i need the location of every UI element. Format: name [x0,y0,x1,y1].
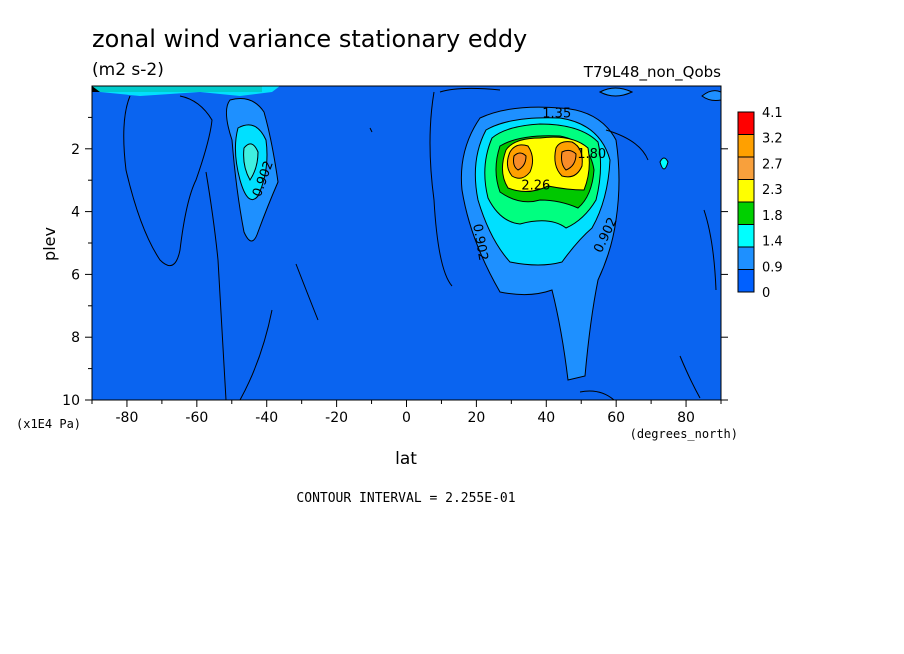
x-tick-label: -20 [325,410,348,426]
sh-contour-inner [243,143,259,181]
colorbar-segment [737,134,755,158]
contour-label: 2.26 [521,179,550,194]
y-axis: 2 4 6 8 10 [62,116,728,409]
top-right-spot2 [701,90,721,101]
contour-interval: CONTOUR INTERVAL = 2.255E-01 [296,491,515,506]
nh-max-west-inner [513,152,527,171]
x-axis-units: (degrees_north) [630,427,738,441]
y-tick-label: 6 [71,267,80,283]
nh-max-east-inner [561,149,577,171]
x-tick-label: 60 [607,410,625,426]
x-tick-label: 0 [402,410,411,426]
contour-label: 0.902 [469,223,490,262]
colorbar-label: 3.2 [762,132,783,147]
y-axis-label: plev [40,227,59,261]
x-tick-label: 80 [677,410,695,426]
colorbar-label: 4.1 [762,106,783,121]
x-tick-label: 20 [467,410,485,426]
colorbar-label: 1.4 [762,235,783,250]
colorbar-segment [737,179,755,203]
plot-area [92,86,721,400]
colorbar-label: 0 [762,286,770,301]
x-tick-label: 40 [537,410,555,426]
colorbar-label: 2.7 [762,157,783,172]
background-contours [123,87,717,400]
colorbar-label: 1.8 [762,209,783,224]
colorbar-segment [737,246,755,270]
colorbar-label: 2.3 [762,183,783,198]
chart-title: zonal wind variance stationary eddy [92,25,527,53]
y-axis-units: (x1E4 Pa) [16,417,81,431]
x-axis-label: lat [395,449,417,469]
y-tick-label: 8 [71,330,80,346]
colorbar-segment [737,201,755,225]
colorbar-segment [737,111,755,135]
x-tick-label: -40 [255,410,278,426]
colorbar-segment [737,156,755,180]
x-tick-label: -60 [185,410,208,426]
colorbar-label: 0.9 [762,260,783,275]
x-axis: -80 -60 -40 -20 0 20 40 60 80 [91,400,722,426]
plot-background [92,86,721,400]
top-right-spot [598,87,634,97]
y-tick-label: 2 [71,142,80,158]
colorbar: 4.1 3.2 2.7 2.3 1.8 1.4 0.9 0 [737,106,783,301]
contour-label: 1.35 [542,106,571,121]
run-label: T79L48_non_Qobs [583,63,721,82]
y-tick-label: 10 [62,393,80,409]
chart-subtitle: (m2 s-2) [92,60,164,80]
x-tick-label: -80 [116,410,139,426]
colorbar-segment [737,269,755,293]
nh-small-spot [659,157,669,170]
y-tick-label: 4 [71,205,80,221]
top-band-cyan [92,86,280,96]
contour-label: 1.80 [577,147,606,162]
colorbar-segment [737,224,755,248]
